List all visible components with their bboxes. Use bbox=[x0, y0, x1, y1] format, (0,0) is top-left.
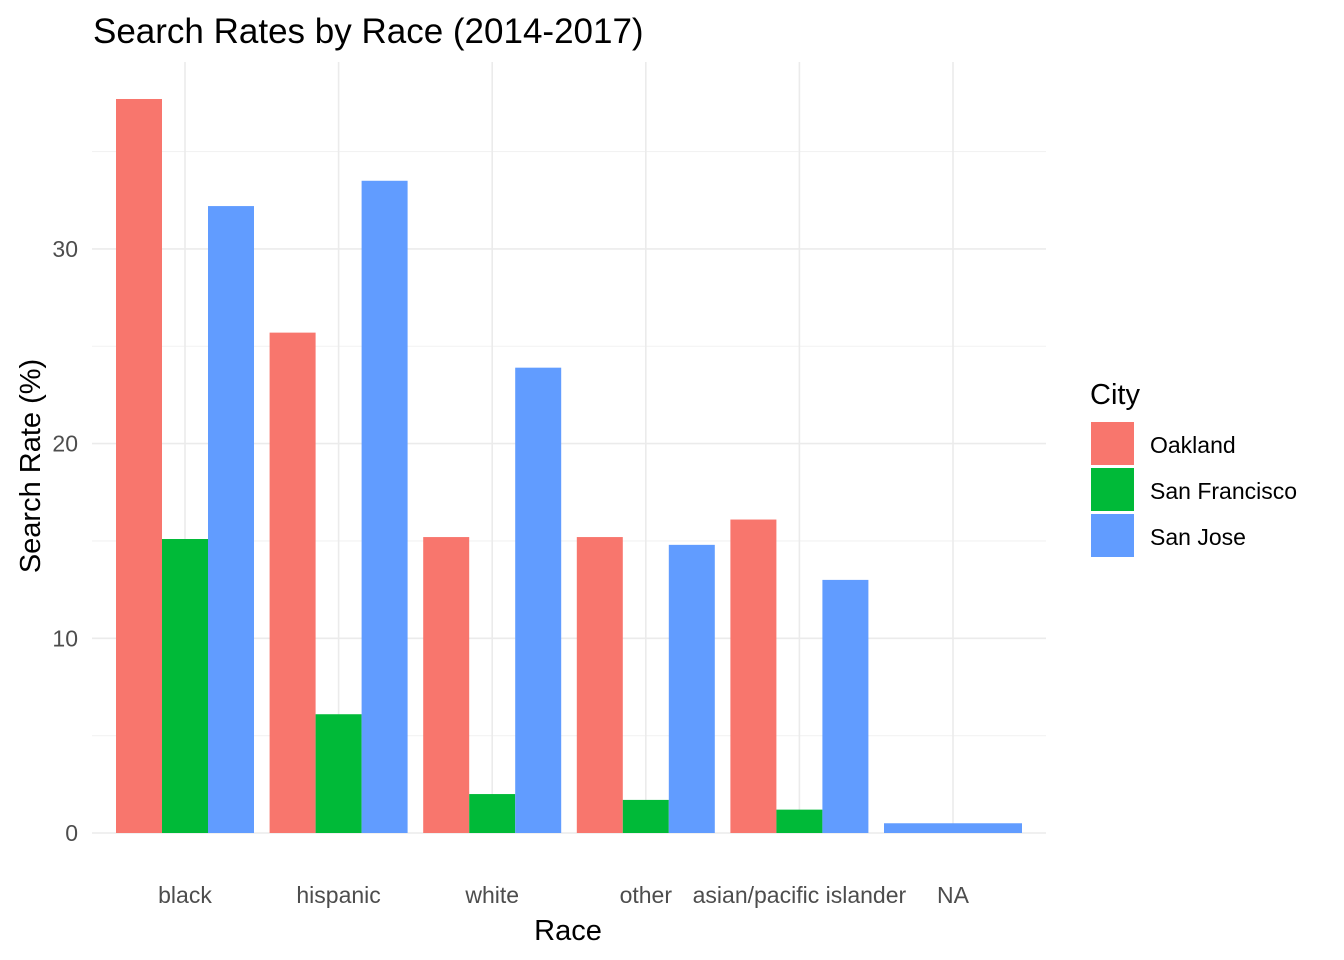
bar-san-francisco bbox=[315, 714, 362, 833]
legend-swatch bbox=[1091, 422, 1134, 465]
y-tick-label: 10 bbox=[52, 625, 78, 651]
legend-label: San Jose bbox=[1150, 524, 1246, 550]
bar-san-jose bbox=[208, 206, 254, 834]
bar-san-francisco bbox=[776, 809, 823, 833]
x-tick-label: hispanic bbox=[296, 882, 380, 908]
bar-san-francisco bbox=[469, 794, 516, 833]
legend-label: Oakland bbox=[1150, 432, 1236, 458]
y-axis-title: Search Rate (%) bbox=[15, 359, 47, 573]
bar-san-jose bbox=[822, 579, 869, 833]
bar-san-jose bbox=[515, 367, 562, 833]
bar-san-jose bbox=[668, 544, 715, 833]
x-tick-label: asian/pacific islander bbox=[693, 882, 907, 908]
y-tick-labels: 0 10 20 30 bbox=[52, 236, 78, 846]
x-tick-label: black bbox=[158, 882, 212, 908]
y-tick-label: 30 bbox=[52, 236, 78, 262]
legend-label: San Francisco bbox=[1150, 478, 1297, 504]
legend-title: City bbox=[1090, 379, 1140, 411]
bar-san-jose bbox=[361, 180, 408, 834]
bar-oakland bbox=[576, 537, 623, 833]
x-tick-label: other bbox=[620, 882, 673, 908]
bar-oakland bbox=[423, 537, 470, 833]
x-axis-title: Race bbox=[534, 915, 602, 947]
y-tick-label: 0 bbox=[65, 820, 78, 846]
bar-oakland bbox=[730, 519, 777, 833]
x-tick-label: NA bbox=[937, 882, 970, 908]
legend-swatch bbox=[1091, 514, 1134, 557]
bar-san-jose bbox=[884, 823, 1022, 833]
x-tick-labels: black hispanic white other asian/pacific isl… bbox=[158, 882, 969, 908]
bar-oakland bbox=[116, 98, 162, 833]
bar-oakland bbox=[269, 332, 316, 833]
chart-title: Search Rates by Race (2014-2017) bbox=[93, 12, 644, 51]
bars bbox=[116, 98, 1022, 834]
bar-san-francisco bbox=[622, 799, 669, 833]
y-tick-label: 20 bbox=[52, 431, 78, 457]
legend-swatch bbox=[1091, 468, 1134, 511]
bar-san-francisco bbox=[162, 539, 208, 833]
x-tick-label: white bbox=[464, 882, 519, 908]
legend: City Oakland San Francisco San Jose bbox=[1090, 379, 1297, 557]
